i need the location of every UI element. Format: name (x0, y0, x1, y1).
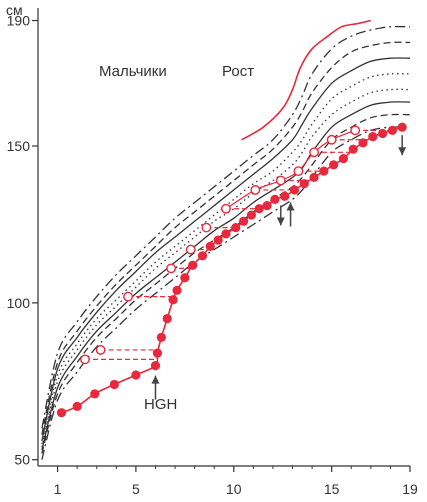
bone-age-point (201, 222, 212, 233)
measured-point (309, 172, 319, 182)
x-tick-label: 1 (54, 481, 62, 497)
measured-point (280, 191, 290, 201)
measured-point (152, 348, 163, 358)
y-tick-label: 100 (7, 295, 31, 311)
measured-point (109, 379, 119, 390)
arrow-head (398, 147, 407, 156)
measured-point (231, 222, 241, 233)
percentile-curve-2 (41, 41, 411, 435)
measured-point (168, 295, 178, 305)
data-markers (56, 122, 407, 418)
measured-point (289, 185, 300, 195)
treatment-label: HGH (144, 396, 177, 413)
bone-age-point (293, 166, 304, 177)
measured-point (377, 128, 388, 139)
measured-point (131, 370, 141, 380)
y-tick-label: 150 (7, 138, 31, 154)
y-tick-label: 190 (7, 13, 31, 29)
measured-point (156, 332, 166, 342)
x-tick-label: 19 (402, 481, 418, 497)
measured-point (299, 179, 309, 189)
measured-point (338, 153, 349, 164)
arrow-head (276, 217, 285, 226)
measured-point (221, 229, 231, 239)
measured-point (197, 251, 208, 261)
measured-point (162, 313, 172, 324)
bone-age-point (350, 125, 361, 136)
bone-age-point (309, 147, 319, 158)
arrows (151, 135, 407, 400)
measured-point (387, 125, 397, 135)
bone-age-point (185, 244, 196, 255)
measured-point (213, 235, 223, 245)
measured-point (205, 241, 215, 252)
measured-point (238, 216, 249, 226)
bone-age-point (95, 345, 106, 355)
measured-point (254, 204, 264, 214)
arrow-head (151, 375, 160, 384)
x-tick-label: 10 (226, 481, 242, 497)
measured-point (368, 132, 378, 142)
measured-point (90, 389, 100, 399)
percentile-curve-8 (41, 126, 411, 460)
measured-point (358, 138, 368, 148)
bone-age-point (250, 185, 261, 195)
group-label: Мальчики (99, 63, 167, 80)
percentile-curve-5 (41, 88, 411, 448)
measure-label: Рост (222, 63, 254, 80)
bone-age-point (275, 175, 286, 186)
measured-height-line (61, 126, 403, 414)
axes (32, 8, 411, 472)
measured-point (329, 160, 339, 170)
x-tick-label: 15 (324, 481, 340, 497)
measured-point (172, 285, 182, 295)
y-unit-label: см (6, 2, 23, 18)
percentile-curve-1 (41, 25, 411, 429)
arrow-head (286, 202, 295, 211)
measured-point (270, 194, 280, 204)
bone-age-point (326, 134, 337, 145)
measured-point (246, 210, 257, 220)
measured-point (180, 273, 190, 283)
target-height-curve (241, 19, 372, 141)
measured-point (188, 260, 198, 270)
projection-dashes (84, 129, 393, 360)
measured-point (56, 408, 67, 418)
measured-point (262, 201, 272, 211)
bone-age-point (80, 354, 90, 365)
measured-point (397, 122, 407, 132)
measured-point (348, 144, 358, 154)
measured-point (150, 361, 161, 371)
y-tick-label: 50 (14, 452, 30, 468)
percentile-curve-3 (41, 57, 411, 442)
percentile-curve-6 (41, 101, 411, 451)
bone-age-point (221, 203, 231, 214)
bone-age-point (166, 263, 177, 274)
measured-point (319, 166, 329, 176)
percentile-curve-7 (41, 113, 411, 454)
x-tick-label: 5 (132, 481, 140, 497)
bone-age-point (123, 291, 133, 302)
measured-point (72, 401, 82, 411)
reference-percentile-curves (41, 25, 411, 460)
